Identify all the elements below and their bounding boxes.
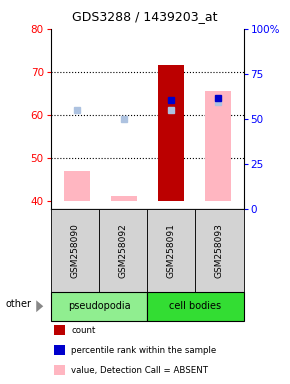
Polygon shape <box>36 300 43 312</box>
Text: other: other <box>6 299 32 310</box>
Bar <box>205 91 231 201</box>
Text: value, Detection Call = ABSENT: value, Detection Call = ABSENT <box>71 366 208 375</box>
Bar <box>111 195 137 201</box>
Text: GSM258092: GSM258092 <box>119 223 128 278</box>
Text: GDS3288 / 1439203_at: GDS3288 / 1439203_at <box>72 10 218 23</box>
Text: cell bodies: cell bodies <box>169 301 222 311</box>
Text: GSM258091: GSM258091 <box>167 223 176 278</box>
Bar <box>64 170 90 201</box>
Text: GSM258090: GSM258090 <box>70 223 79 278</box>
Text: count: count <box>71 326 95 335</box>
Text: percentile rank within the sample: percentile rank within the sample <box>71 346 216 355</box>
Text: GSM258093: GSM258093 <box>215 223 224 278</box>
Text: pseudopodia: pseudopodia <box>68 301 130 311</box>
Bar <box>158 65 184 201</box>
